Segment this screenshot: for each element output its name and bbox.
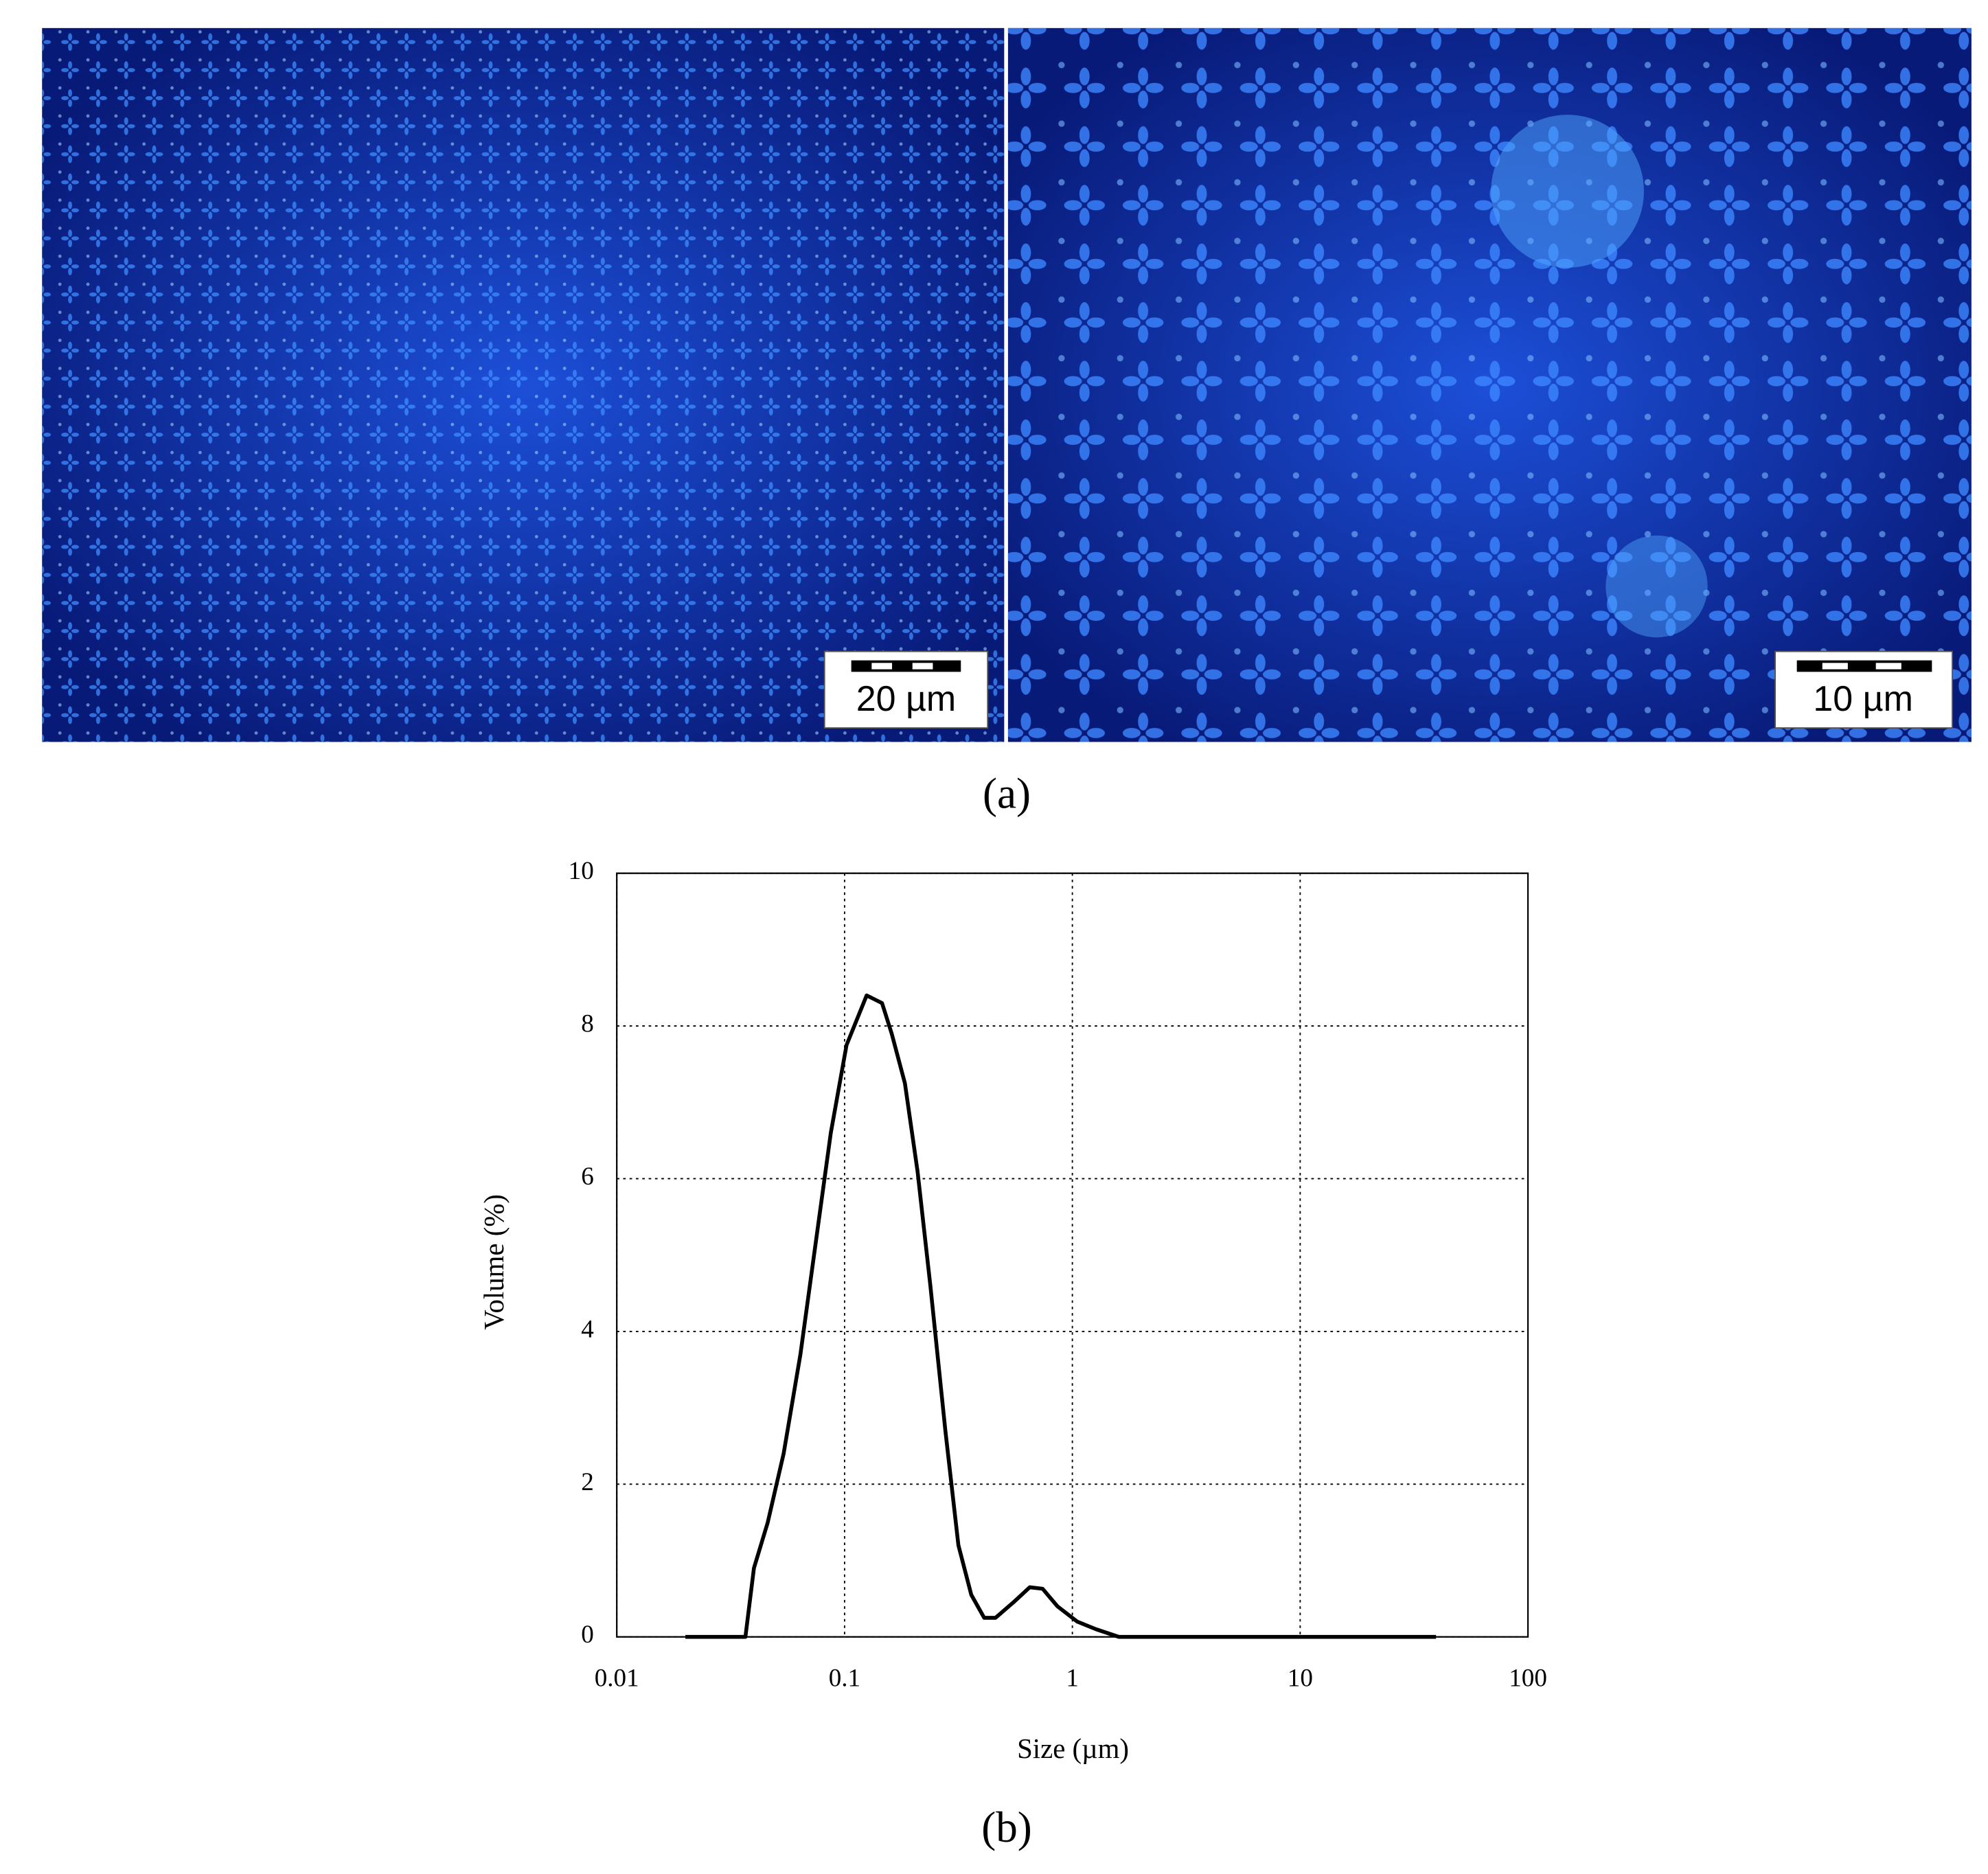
y-tick-label: 8 bbox=[581, 1010, 594, 1038]
scale-bar-label: 10 µm bbox=[1813, 679, 1912, 719]
micrograph-left: 20 µm bbox=[42, 27, 1005, 742]
scale-bar-label: 20 µm bbox=[856, 679, 956, 719]
x-tick-label: 0.1 bbox=[829, 1664, 860, 1692]
y-tick-label: 2 bbox=[581, 1468, 594, 1496]
y-axis-label: Volume (%) bbox=[479, 1194, 510, 1330]
x-tick-label: 10 bbox=[1288, 1664, 1313, 1692]
y-tick-label: 0 bbox=[581, 1621, 594, 1649]
y-tick-label: 4 bbox=[581, 1315, 594, 1343]
micrograph-right: 10 µm bbox=[1007, 27, 1972, 742]
x-tick-label: 1 bbox=[1066, 1664, 1079, 1692]
y-tick-label: 10 bbox=[569, 857, 594, 885]
y-tick-label: 6 bbox=[581, 1163, 594, 1191]
panel-label: (b) bbox=[981, 1803, 1032, 1851]
chart: Size (µm) Volume (%) 0 2 4 6 8 10 0.01 0.1 1 10 10… bbox=[479, 857, 1547, 1764]
panel-label: (a) bbox=[983, 770, 1031, 818]
x-tick-label: 0.01 bbox=[595, 1664, 639, 1692]
x-tick-label: 100 bbox=[1509, 1664, 1547, 1692]
x-axis-label: Size (µm) bbox=[1017, 1733, 1129, 1764]
plot-frame bbox=[616, 872, 1529, 1638]
data-line bbox=[685, 993, 1437, 1639]
